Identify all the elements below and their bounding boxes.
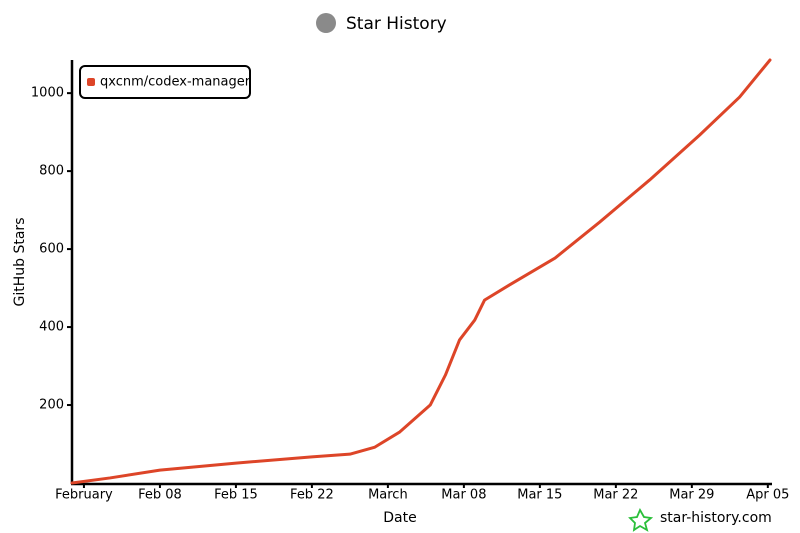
avatar-icon	[316, 13, 336, 33]
x-tick-label: Mar 15	[517, 488, 562, 503]
watermark: star-history.com	[660, 510, 772, 526]
y-axis-label: GitHub Stars	[12, 218, 28, 307]
legend-swatch	[87, 78, 95, 86]
y-tick-label: 800	[39, 164, 64, 179]
y-tick-label: 600	[39, 242, 64, 257]
y-tick-label: 400	[39, 320, 64, 335]
x-tick-label: Apr 05	[746, 488, 789, 503]
chart-title: Star History	[346, 14, 447, 34]
y-tick-label: 1000	[31, 86, 64, 101]
y-tick-label: 200	[39, 398, 64, 413]
legend-label: qxcnm/codex-manager	[100, 75, 251, 90]
x-tick-label: Feb 15	[214, 488, 258, 503]
x-tick-label: March	[368, 488, 408, 503]
legend-box	[79, 65, 251, 99]
x-tick-label: Feb 22	[290, 488, 334, 503]
x-tick-label: Mar 08	[441, 488, 486, 503]
x-tick-label: February	[55, 488, 113, 503]
series-line	[70, 58, 772, 485]
watermark-icon	[628, 507, 654, 532]
x-tick-label: Feb 08	[138, 488, 182, 503]
x-axis-label: Date	[383, 510, 416, 526]
x-tick-label: Mar 22	[593, 488, 638, 503]
x-tick-label: Mar 29	[669, 488, 714, 503]
